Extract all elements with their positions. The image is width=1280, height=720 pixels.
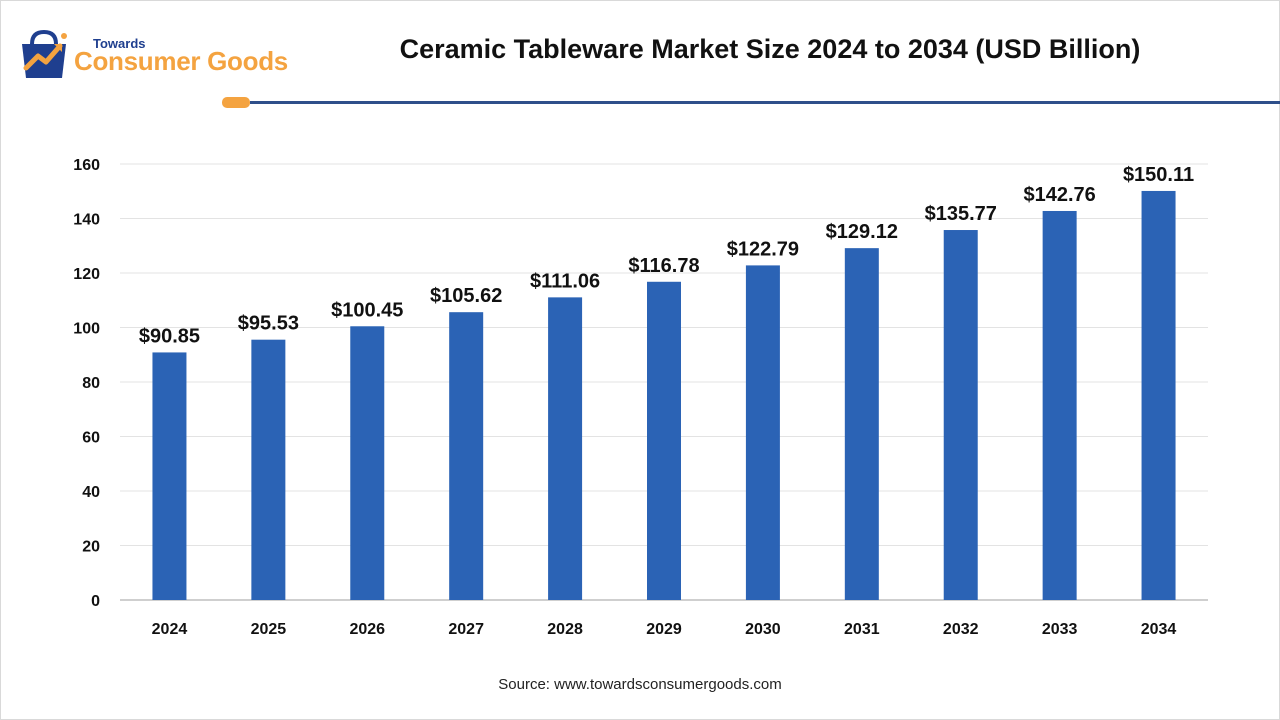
divider-accent bbox=[222, 97, 250, 108]
divider-line bbox=[250, 101, 1280, 104]
brand-logo: Towards Consumer Goods bbox=[18, 28, 308, 88]
data-label: $100.45 bbox=[331, 299, 403, 321]
x-tick-label: 2029 bbox=[646, 621, 682, 638]
data-label: $105.62 bbox=[430, 285, 502, 307]
data-label: $150.11 bbox=[1123, 164, 1194, 186]
data-label: $122.79 bbox=[727, 238, 799, 260]
y-tick-label: 160 bbox=[73, 157, 100, 174]
bar bbox=[1141, 190, 1176, 600]
y-tick-label: 60 bbox=[82, 430, 100, 447]
bar bbox=[152, 352, 187, 600]
brand-name: Consumer Goods bbox=[74, 46, 288, 76]
data-label: $90.85 bbox=[139, 325, 200, 347]
data-label: $95.53 bbox=[238, 313, 299, 335]
data-label: $111.06 bbox=[530, 270, 600, 292]
y-tick-label: 0 bbox=[91, 593, 100, 610]
bar bbox=[943, 230, 978, 601]
title-divider bbox=[222, 97, 1280, 108]
shopping-bag-icon bbox=[22, 30, 67, 78]
x-tick-label: 2024 bbox=[152, 621, 188, 638]
y-tick-label: 100 bbox=[73, 321, 100, 338]
bar bbox=[449, 312, 484, 600]
source-note: Source: www.towardsconsumergoods.com bbox=[498, 676, 782, 693]
data-label: $129.12 bbox=[826, 221, 898, 243]
bar bbox=[1042, 210, 1077, 600]
x-tick-label: 2027 bbox=[448, 621, 484, 638]
bar bbox=[251, 339, 286, 600]
brand-towards: Towards bbox=[93, 36, 146, 51]
x-tick-label: 2033 bbox=[1042, 621, 1078, 638]
y-tick-label: 20 bbox=[82, 539, 100, 556]
bar bbox=[647, 281, 681, 600]
data-label: $116.78 bbox=[628, 255, 699, 277]
y-tick-label: 80 bbox=[82, 375, 100, 392]
data-label: $142.76 bbox=[1023, 184, 1095, 206]
bar bbox=[548, 297, 583, 600]
chart-title: Ceramic Tableware Market Size 2024 to 20… bbox=[399, 34, 1141, 64]
x-tick-label: 2025 bbox=[251, 621, 287, 638]
y-tick-label: 140 bbox=[73, 212, 100, 229]
x-tick-label: 2031 bbox=[844, 621, 880, 638]
x-tick-label: 2034 bbox=[1141, 621, 1177, 638]
x-tick-label: 2026 bbox=[349, 621, 385, 638]
bar bbox=[844, 248, 879, 600]
bar bbox=[745, 265, 780, 600]
x-tick-label: 2032 bbox=[943, 621, 979, 638]
data-label: $135.77 bbox=[925, 203, 997, 225]
x-tick-label: 2030 bbox=[745, 621, 781, 638]
y-tick-label: 120 bbox=[73, 266, 100, 283]
bar-chart: 0 20 40 60 80 100 120 140 160 $90.85 2024 $95.53 202… bbox=[73, 157, 1208, 638]
bar bbox=[350, 326, 385, 600]
x-tick-label: 2028 bbox=[547, 621, 583, 638]
y-tick-label: 40 bbox=[82, 484, 100, 501]
